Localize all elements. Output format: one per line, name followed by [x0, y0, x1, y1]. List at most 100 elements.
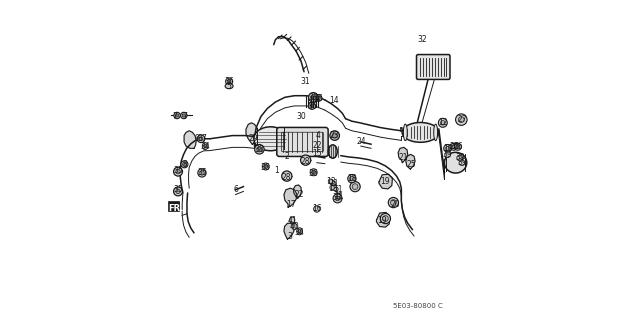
Ellipse shape: [434, 124, 438, 141]
Text: 38: 38: [309, 93, 319, 102]
Circle shape: [380, 213, 390, 224]
Circle shape: [328, 179, 333, 183]
Text: 12: 12: [438, 118, 447, 127]
Circle shape: [227, 79, 231, 83]
Circle shape: [336, 193, 340, 197]
Text: 10: 10: [443, 144, 452, 153]
Text: 36: 36: [224, 77, 234, 86]
Text: 29: 29: [248, 134, 258, 143]
Ellipse shape: [202, 143, 208, 150]
Circle shape: [315, 94, 322, 101]
Circle shape: [333, 187, 338, 191]
Polygon shape: [376, 212, 390, 227]
Polygon shape: [284, 223, 294, 239]
Circle shape: [348, 174, 356, 183]
Circle shape: [301, 155, 311, 165]
Circle shape: [350, 182, 360, 192]
Circle shape: [444, 145, 451, 152]
Text: 11: 11: [330, 179, 339, 188]
Text: 34: 34: [200, 142, 210, 151]
Ellipse shape: [292, 223, 297, 230]
Text: 39: 39: [443, 150, 452, 159]
Text: FR.: FR.: [168, 204, 184, 213]
Circle shape: [388, 197, 399, 208]
Text: 23: 23: [330, 131, 339, 140]
Circle shape: [176, 189, 180, 194]
Circle shape: [282, 171, 292, 181]
Text: 20: 20: [390, 200, 400, 209]
Text: 32: 32: [417, 35, 427, 44]
Text: 8: 8: [182, 160, 187, 169]
Text: 28: 28: [301, 157, 310, 166]
Text: 26: 26: [449, 142, 459, 151]
Circle shape: [182, 162, 186, 166]
Text: 36: 36: [261, 163, 271, 172]
Text: 2: 2: [284, 152, 289, 161]
Polygon shape: [406, 154, 415, 169]
Text: 16: 16: [312, 204, 322, 213]
Circle shape: [456, 114, 467, 125]
Text: 34: 34: [294, 228, 304, 237]
Text: 14: 14: [330, 96, 339, 105]
Circle shape: [454, 143, 461, 150]
Circle shape: [445, 146, 449, 150]
Circle shape: [312, 170, 316, 174]
Ellipse shape: [444, 152, 467, 173]
Text: 7: 7: [182, 112, 187, 121]
Text: 36: 36: [314, 94, 323, 103]
Text: 5: 5: [227, 82, 232, 91]
Circle shape: [349, 176, 354, 181]
Text: 40: 40: [290, 222, 300, 231]
Ellipse shape: [298, 230, 301, 233]
Text: 22: 22: [312, 141, 321, 150]
Text: 35: 35: [173, 185, 183, 194]
Text: 26: 26: [454, 142, 463, 151]
Polygon shape: [184, 131, 196, 148]
Text: 36: 36: [307, 102, 317, 111]
Circle shape: [457, 155, 463, 161]
Circle shape: [182, 114, 186, 117]
Circle shape: [333, 194, 342, 203]
Text: 25: 25: [406, 160, 416, 169]
Text: 1: 1: [275, 166, 279, 175]
Polygon shape: [398, 147, 408, 163]
Circle shape: [458, 117, 464, 122]
Text: 35: 35: [173, 166, 183, 175]
Circle shape: [330, 131, 339, 140]
Text: 22: 22: [294, 190, 304, 199]
Circle shape: [181, 161, 188, 168]
Circle shape: [197, 135, 205, 143]
Circle shape: [308, 102, 316, 109]
Circle shape: [450, 143, 457, 150]
Circle shape: [317, 96, 320, 100]
Circle shape: [255, 145, 264, 154]
Text: 35: 35: [197, 168, 207, 177]
Text: 9: 9: [195, 134, 200, 143]
Circle shape: [257, 147, 262, 152]
Text: 5E03-80800 C: 5E03-80800 C: [394, 303, 443, 309]
Ellipse shape: [204, 144, 207, 148]
Circle shape: [174, 112, 180, 119]
Text: 37: 37: [197, 134, 207, 143]
Circle shape: [332, 181, 336, 186]
Text: 11: 11: [334, 192, 344, 201]
Circle shape: [308, 93, 318, 102]
Ellipse shape: [402, 122, 439, 142]
Text: 30: 30: [296, 112, 306, 121]
Polygon shape: [168, 201, 179, 211]
Text: 11: 11: [333, 185, 342, 194]
Text: 24: 24: [356, 137, 366, 146]
FancyBboxPatch shape: [276, 127, 328, 156]
Circle shape: [180, 112, 187, 119]
Circle shape: [198, 169, 206, 177]
Circle shape: [330, 185, 334, 190]
Circle shape: [335, 196, 340, 201]
Circle shape: [311, 95, 316, 100]
Text: 7: 7: [172, 112, 177, 121]
Text: 6: 6: [233, 185, 238, 194]
Circle shape: [440, 121, 445, 125]
FancyBboxPatch shape: [417, 55, 450, 79]
Polygon shape: [294, 185, 301, 198]
Circle shape: [445, 152, 451, 158]
Polygon shape: [246, 123, 258, 145]
